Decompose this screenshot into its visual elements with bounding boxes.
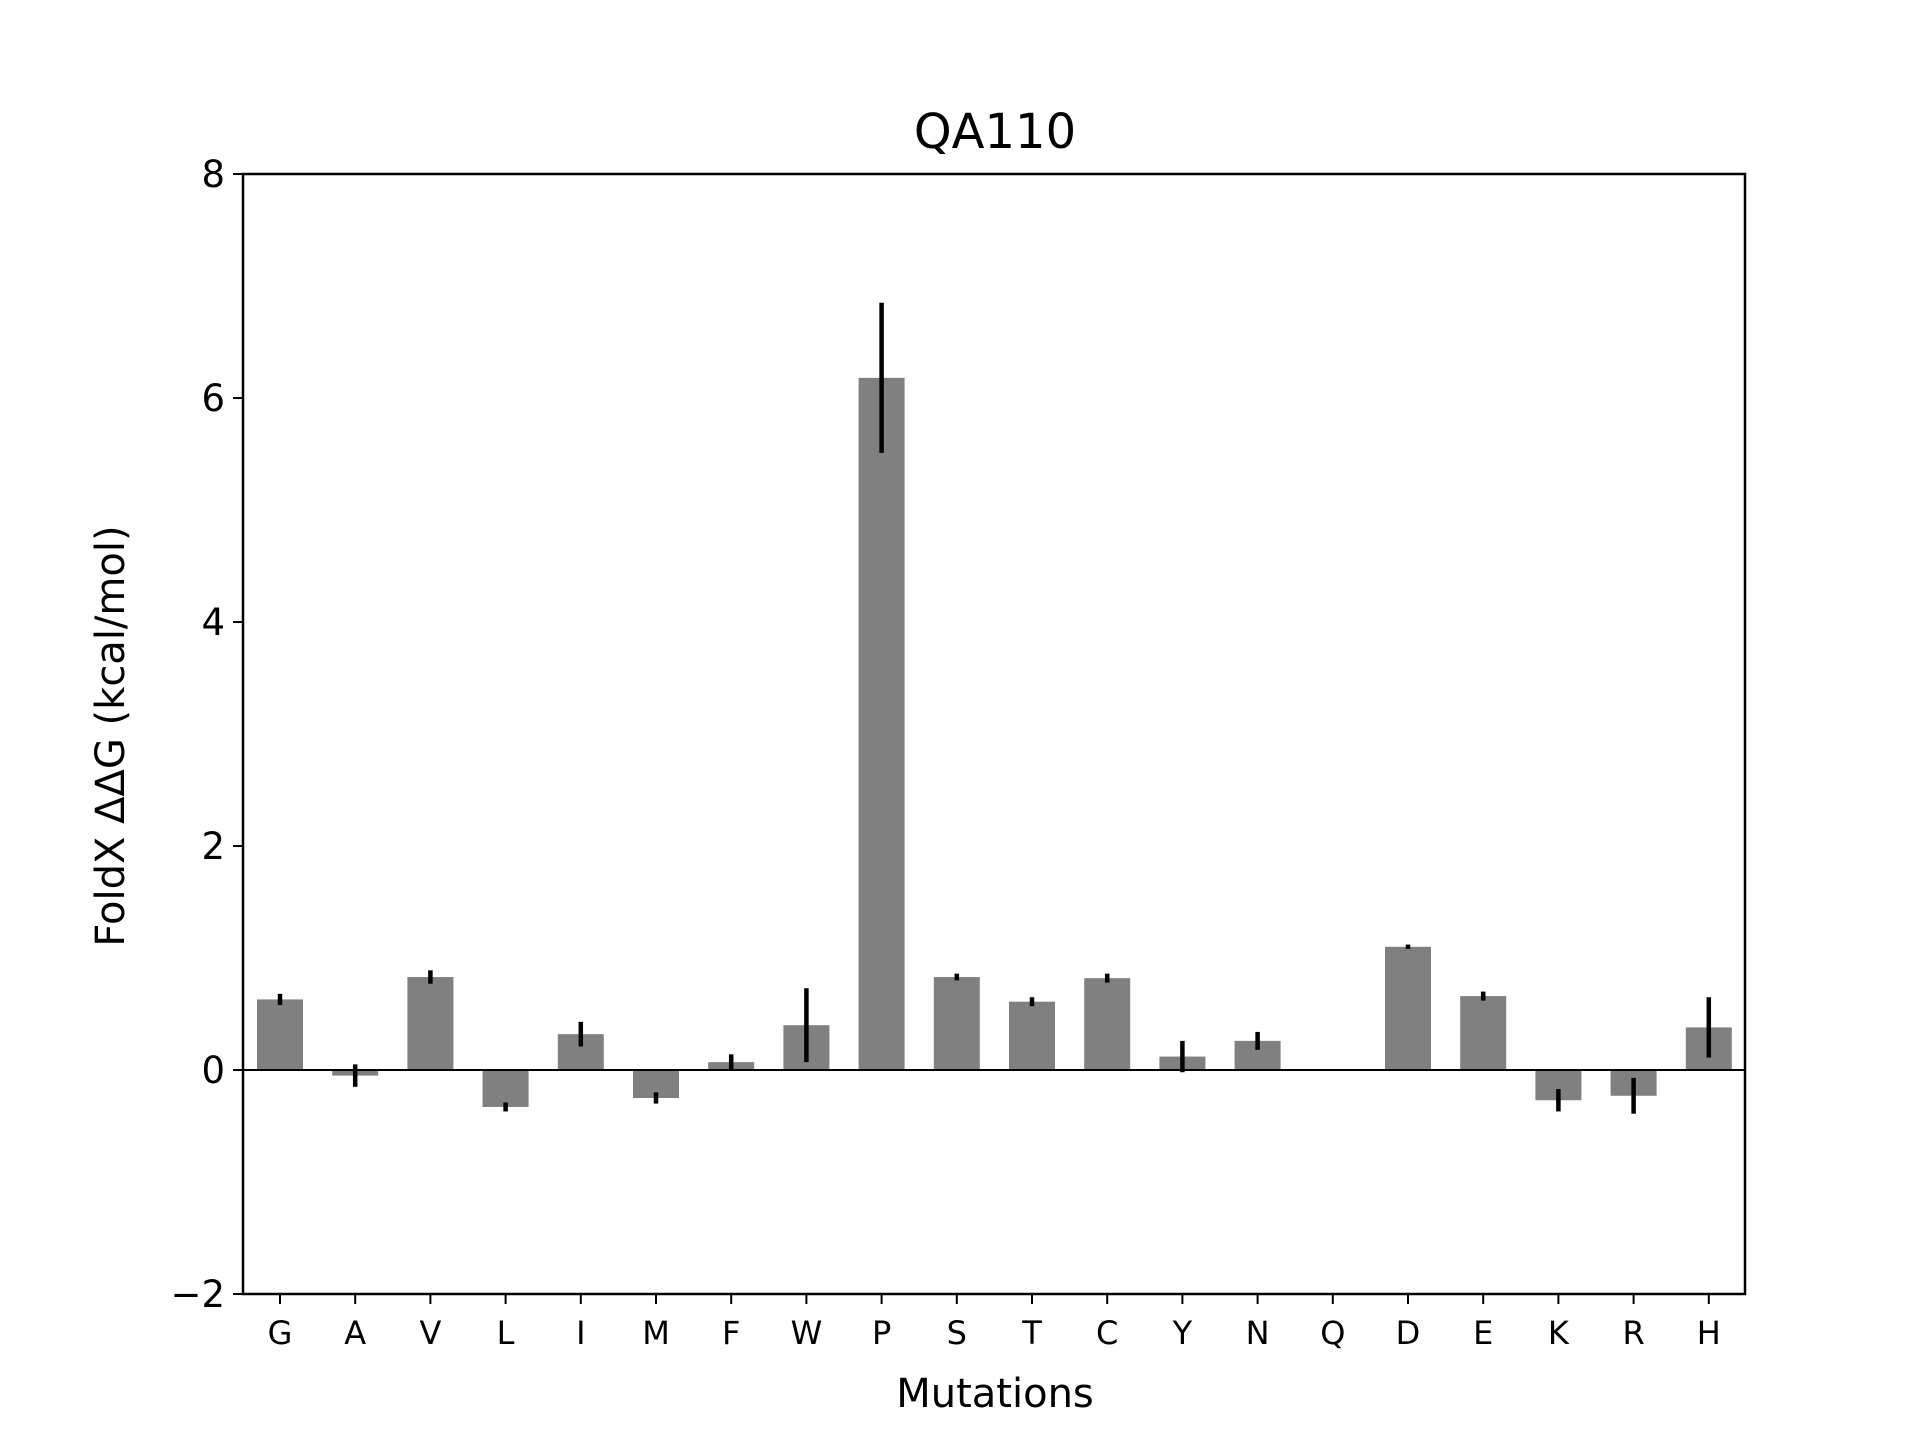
y-tick-label: 0 [201,1049,225,1092]
y-tick-label: 8 [201,153,225,196]
x-tick-label: V [419,1314,441,1352]
bar-S [933,977,980,1070]
bar-E [1460,996,1507,1070]
bar-P [858,377,905,1071]
x-tick-label: N [1246,1314,1270,1352]
y-tick-label: 4 [201,601,225,644]
x-tick-label: D [1396,1314,1421,1352]
x-tick-label: E [1473,1314,1493,1352]
x-tick-label: Y [1172,1314,1193,1352]
x-tick-label: L [497,1314,515,1352]
y-tick-label: 2 [201,825,225,868]
x-tick-label: C [1096,1314,1118,1352]
bar-D [1385,946,1431,1070]
x-tick-label: T [1021,1314,1042,1352]
y-axis-label: FoldX ΔΔG (kcal/mol) [88,525,134,946]
x-tick-label: R [1622,1314,1644,1352]
x-tick-label: K [1548,1314,1570,1352]
x-tick-label: F [722,1314,740,1352]
x-tick-label: Q [1320,1314,1345,1352]
x-tick-label: A [344,1314,366,1352]
x-tick-label: M [642,1314,670,1352]
bar-T [1009,1001,1055,1070]
x-tick-label: H [1697,1314,1721,1352]
y-tick-label: 6 [201,377,225,420]
bar-L [482,1070,529,1107]
bar-G [257,999,303,1070]
axes-frame [241,172,1747,1296]
x-tick-label: W [791,1314,823,1352]
x-axis-label: Mutations [896,1371,1094,1417]
x-tick-label: S [947,1314,967,1352]
plot-area: 8 6 4 2 0 −2 G A V L I M F W P S T C Y N Q D E K R H [170,153,1747,1352]
x-tick-label: G [268,1314,293,1352]
chart-title: QA110 [914,104,1076,160]
x-tick-label: P [872,1314,891,1352]
bar-V [407,977,454,1070]
y-tick-label: −2 [170,1273,225,1316]
x-tick-label: I [576,1314,585,1352]
bar-C [1084,978,1131,1070]
